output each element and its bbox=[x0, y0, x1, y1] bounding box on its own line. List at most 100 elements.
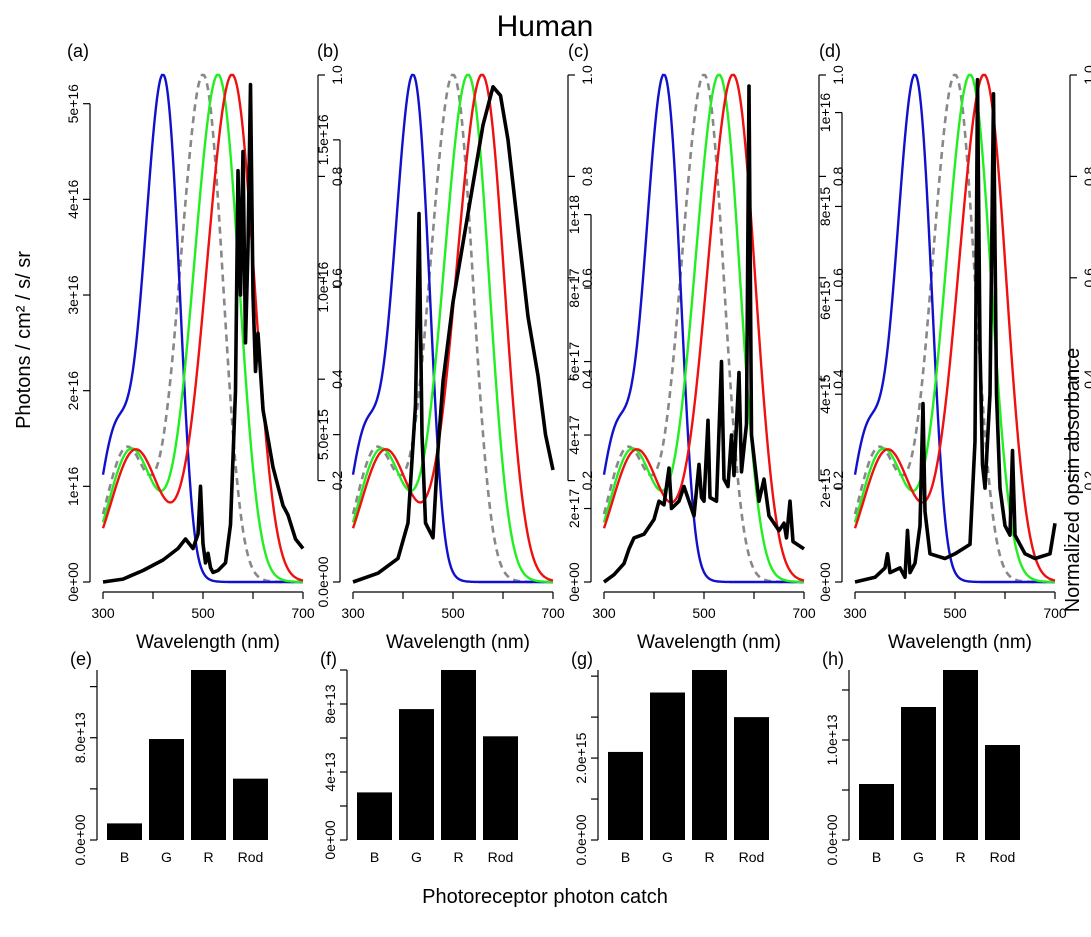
left-y-tick-label: 8e+17 bbox=[566, 268, 582, 308]
bar-category-label: Rod bbox=[990, 849, 1016, 865]
bar-r bbox=[191, 670, 226, 840]
left-y-tick-label: 6e+17 bbox=[566, 342, 582, 382]
irradiance-spectrum-line bbox=[352, 85, 555, 584]
bar-category-label: B bbox=[621, 849, 630, 865]
irradiance-spectrum-line bbox=[854, 77, 1057, 584]
left-y-tick-label: 4e+16 bbox=[65, 179, 81, 219]
chart-panel-a: (a) 0e+00 1e+16 2e+16 3e+16 4e+16 5e+16 0.2 0.4 0… bbox=[65, 41, 345, 653]
right-y-tick-label: 0.2 bbox=[1081, 471, 1091, 491]
left-y-tick-label: 5.0e+15 bbox=[315, 409, 331, 460]
bar-category-label: Rod bbox=[739, 849, 765, 865]
opsin-curve-g bbox=[602, 73, 804, 584]
bar-category-label: G bbox=[913, 849, 924, 865]
right-y-tick-label: 0.4 bbox=[1081, 369, 1091, 389]
x-axis-label: Wavelength (nm) bbox=[386, 632, 530, 653]
x-tick-label: 700 bbox=[1043, 605, 1067, 621]
left-y-tick-label: 1.0e+16 bbox=[315, 262, 331, 313]
left-y-tick-label: 5e+16 bbox=[65, 84, 81, 124]
bar-category-label: R bbox=[704, 849, 714, 865]
bar-g bbox=[149, 739, 184, 840]
bar-y-tick-label: 8.0e+13 bbox=[72, 712, 88, 763]
x-tick-label: 500 bbox=[692, 605, 716, 621]
x-axis-label: Wavelength (nm) bbox=[136, 632, 280, 653]
irradiance-spectrum-line bbox=[102, 82, 305, 584]
panel-label: (e) bbox=[70, 649, 92, 669]
bar-category-label: G bbox=[161, 849, 172, 865]
bar-category-label: R bbox=[453, 849, 463, 865]
right-y-tick-label: 0.8 bbox=[329, 166, 345, 186]
left-y-tick-label: 2e+15 bbox=[817, 468, 833, 508]
panel-label: (h) bbox=[822, 649, 844, 669]
opsin-curve-g bbox=[101, 73, 303, 584]
left-y-tick-label: 3e+16 bbox=[65, 275, 81, 315]
right-y-tick-label: 0.8 bbox=[830, 166, 846, 186]
opsin-curve-b bbox=[853, 73, 1055, 584]
right-y-tick-label: 1.0 bbox=[579, 65, 595, 85]
panel-label: (d) bbox=[819, 41, 841, 61]
x-tick-label: 700 bbox=[541, 605, 565, 621]
chart-panel-f: (f) B G R Rod 0e+00 4e+13 8e+13 bbox=[320, 649, 518, 865]
panel-label: (b) bbox=[317, 41, 339, 61]
opsin-curve-g bbox=[351, 73, 553, 584]
bar-g bbox=[399, 709, 434, 840]
right-y-tick-label: 0.4 bbox=[329, 369, 345, 389]
bottom-label: Photoreceptor photon catch bbox=[422, 886, 668, 908]
bar-y-tick-label: 8e+13 bbox=[322, 684, 338, 724]
bar-y-tick-label: 0.0e+00 bbox=[72, 814, 88, 865]
left-y-tick-label: 1e+16 bbox=[817, 93, 833, 133]
x-tick-label: 500 bbox=[943, 605, 967, 621]
right-y-tick-label: 1.0 bbox=[329, 65, 345, 85]
figure-title: Human bbox=[497, 10, 594, 43]
x-axis-label: Wavelength (nm) bbox=[637, 632, 781, 653]
x-tick-label: 700 bbox=[291, 605, 315, 621]
left-axis-label: Photons / cm² / s/ sr bbox=[13, 251, 35, 429]
bar-g bbox=[901, 707, 936, 840]
x-tick-label: 300 bbox=[91, 605, 115, 621]
bar-y-tick-label: 4e+13 bbox=[322, 752, 338, 792]
left-y-tick-label: 0.0e+00 bbox=[315, 556, 331, 607]
bar-r bbox=[692, 670, 727, 840]
chart-panel-h: (h) B G R Rod 0.0e+00 1.0e+13 bbox=[822, 649, 1020, 866]
bar-category-label: B bbox=[120, 849, 129, 865]
bar-category-label: R bbox=[203, 849, 213, 865]
left-y-tick-label: 6e+15 bbox=[817, 280, 833, 320]
opsin-curve-r bbox=[351, 73, 554, 582]
bar-y-tick-label: 2.0e+15 bbox=[573, 732, 589, 783]
chart-panel-d: (d) 0e+00 2e+15 4e+15 6e+15 8e+15 1e+16 0.2 0.4 0… bbox=[817, 41, 1091, 653]
panel-label: (g) bbox=[571, 649, 593, 669]
x-tick-label: 300 bbox=[592, 605, 616, 621]
opsin-curve-r bbox=[602, 73, 805, 582]
left-y-tick-label: 0e+00 bbox=[817, 562, 833, 602]
left-y-tick-label: 4e+15 bbox=[817, 374, 833, 414]
bar-category-label: G bbox=[411, 849, 422, 865]
opsin-curve-g bbox=[853, 73, 1055, 584]
bar-y-tick-label: 0e+00 bbox=[322, 820, 338, 860]
bar-r bbox=[943, 670, 978, 840]
chart-panel-b: (b) 0.0e+00 5.0e+15 1.0e+16 1.5e+16 0.2 0.4 0.6… bbox=[315, 41, 595, 653]
bar-b bbox=[107, 823, 142, 840]
left-y-tick-label: 2e+16 bbox=[65, 371, 81, 411]
bar-category-label: B bbox=[370, 849, 379, 865]
bar-y-tick-label: 0.0e+00 bbox=[573, 814, 589, 865]
bar-category-label: Rod bbox=[488, 849, 514, 865]
bar-category-label: Rod bbox=[238, 849, 264, 865]
x-tick-label: 300 bbox=[341, 605, 365, 621]
x-axis-label: Wavelength (nm) bbox=[888, 632, 1032, 653]
x-tick-label: 500 bbox=[191, 605, 215, 621]
right-y-tick-label: 1.0 bbox=[830, 65, 846, 85]
opsin-curve-b bbox=[101, 73, 303, 584]
left-y-tick-label: 1.5e+16 bbox=[315, 114, 331, 165]
chart-panel-e: (e) B G R Rod 0.0e+00 8.0e+13 bbox=[70, 649, 268, 866]
left-y-tick-label: 2e+17 bbox=[566, 489, 582, 529]
bar-rod bbox=[233, 778, 268, 840]
right-y-tick-label: 0.8 bbox=[1081, 166, 1091, 186]
left-y-tick-label: 4e+17 bbox=[566, 415, 582, 455]
bar-b bbox=[859, 784, 894, 840]
right-y-tick-label: 0.8 bbox=[579, 166, 595, 186]
right-y-tick-label: 1.0 bbox=[1081, 65, 1091, 85]
chart-panel-c: (c)0e+002e+174e+176e+178e+171e+180.20.40… bbox=[566, 41, 846, 653]
bar-g bbox=[650, 692, 685, 840]
left-y-tick-label: 1e+18 bbox=[566, 195, 582, 235]
x-tick-label: 500 bbox=[441, 605, 465, 621]
